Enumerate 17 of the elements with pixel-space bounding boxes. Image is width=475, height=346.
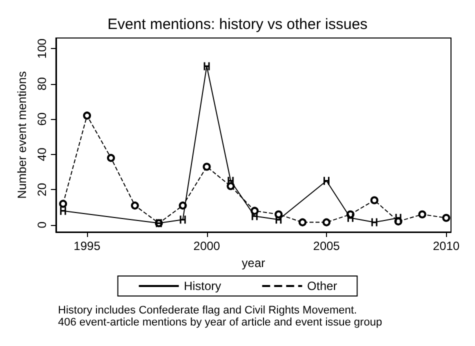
legend-label: Other	[307, 279, 338, 293]
text: History includes Confederate flag and Civil Rights Movement.	[58, 304, 357, 316]
y-tick-label: 0	[34, 221, 49, 228]
y-axis-title: Number event mentions	[15, 71, 29, 199]
legend-label: History	[184, 279, 222, 293]
y-tick-label: 100	[34, 38, 49, 59]
x-tick-label: 2005	[313, 239, 340, 253]
y-tick-label: 40	[34, 147, 49, 162]
x-tick-label: 2010	[432, 239, 460, 253]
x-axis-title: year	[242, 256, 266, 270]
x-tick-label: 2000	[193, 239, 220, 253]
y-tick-label: 60	[34, 112, 49, 126]
y-tick-label: 20	[34, 182, 49, 196]
y-tick-label: 80	[34, 76, 49, 91]
x-tick-label: 1995	[74, 239, 101, 253]
chart-title: Event mentions: history vs other issues	[107, 16, 368, 33]
text: 406 event-article mentions by year of article and event issue group	[58, 316, 382, 328]
